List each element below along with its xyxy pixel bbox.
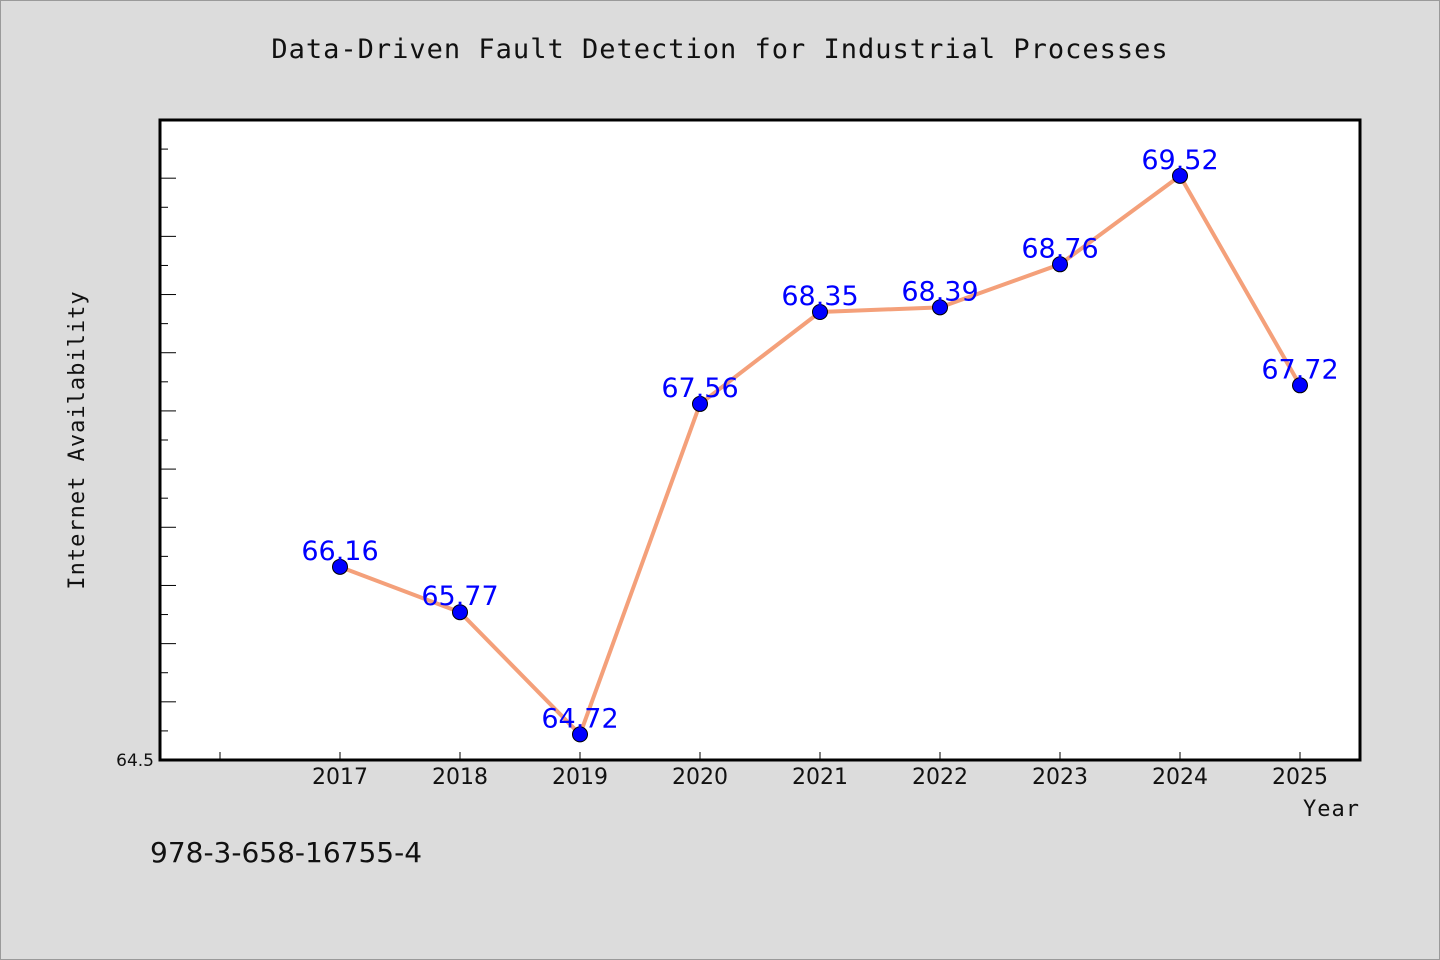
- data-label: 67.72: [1261, 354, 1338, 385]
- x-axis-title: Year: [1303, 797, 1360, 822]
- x-axis-ticks: 2017 2018 2019 2020 2021 2022 2023 2024 2025: [219, 752, 1328, 790]
- data-point: [452, 604, 468, 621]
- x-tick-label: 2022: [912, 765, 968, 790]
- y-axis-title: Internet Availability: [65, 290, 90, 589]
- x-tick-label: 2019: [552, 765, 608, 790]
- data-point: [332, 558, 348, 575]
- data-label: 67.56: [661, 373, 738, 404]
- x-tick-label: 2017: [312, 765, 368, 790]
- x-tick-label: 2025: [1272, 765, 1328, 790]
- plot-area: [158, 118, 1362, 762]
- data-label: 69.52: [1141, 145, 1218, 176]
- data-point: [812, 304, 828, 320]
- data-label: 65.77: [421, 581, 498, 612]
- data-point: [1052, 256, 1068, 273]
- data-label: 68.39: [901, 276, 978, 307]
- x-tick-label: 2021: [792, 765, 848, 790]
- y-tick-label: 64.5: [116, 751, 154, 771]
- x-tick-label: 2020: [672, 765, 728, 790]
- data-label: 68.35: [781, 281, 858, 312]
- x-tick-label: 2018: [432, 765, 488, 790]
- data-label: 68.76: [1021, 233, 1098, 264]
- chart-title: Data-Driven Fault Detection for Industri…: [271, 34, 1169, 65]
- data-point: [692, 395, 708, 412]
- x-tick-label: 2024: [1152, 765, 1208, 790]
- data-label: 66.16: [301, 536, 378, 567]
- data-point: [1292, 377, 1308, 394]
- isbn-text: 978-3-658-16755-4: [150, 836, 423, 869]
- y-axis-ticks: 64.5: [116, 119, 176, 771]
- data-point: [1172, 167, 1188, 184]
- x-tick-label: 2023: [1032, 765, 1088, 790]
- series-layer: 66.16 65.77 64.72 67.56 68.35 68.39 68.76 69.52…: [301, 145, 1339, 743]
- data-point: [932, 299, 948, 316]
- data-label: 64.72: [541, 703, 618, 734]
- data-point: [572, 726, 588, 743]
